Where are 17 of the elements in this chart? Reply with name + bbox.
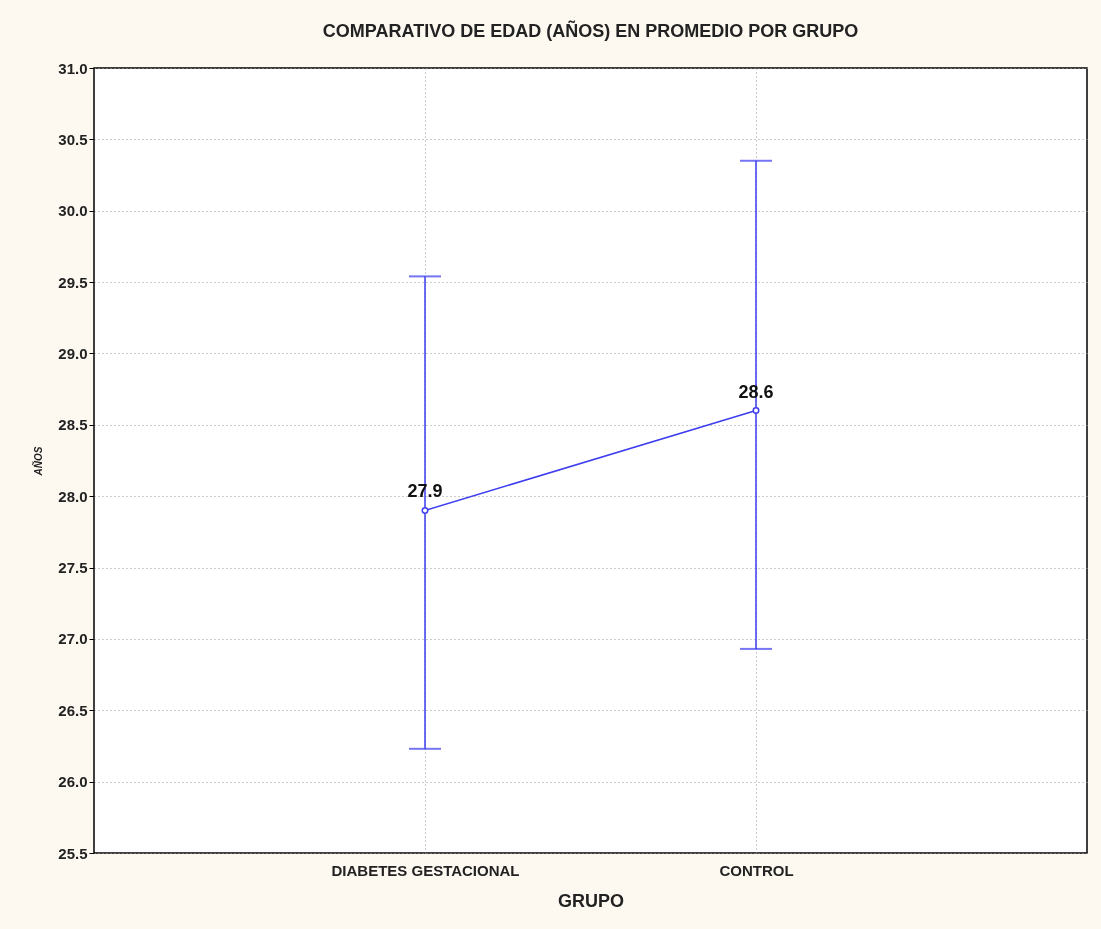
y-tick-label: 27.5 xyxy=(58,559,88,577)
y-tick-label: 26.0 xyxy=(58,773,88,791)
y-tick-label: 28.5 xyxy=(58,416,88,434)
y-tick-label: 27.0 xyxy=(58,630,88,648)
y-axis-title: AÑOS xyxy=(32,446,45,477)
x-tick-label: DIABETES GESTACIONAL xyxy=(331,861,520,879)
y-tick-label: 30.0 xyxy=(58,202,88,220)
y-tick-label: 31.0 xyxy=(58,59,88,77)
y-tick-label: 26.5 xyxy=(58,701,88,719)
y-tick-label: 28.0 xyxy=(58,487,88,505)
y-tick-label: 29.0 xyxy=(58,344,88,362)
y-tick-label: 30.5 xyxy=(58,130,88,148)
x-tick-label: CONTROL xyxy=(719,861,794,879)
y-tick-label: 25.5 xyxy=(58,844,88,862)
chart-title: COMPARATIVO DE EDAD (AÑOS) EN PROMEDIO POR GRUPO xyxy=(322,20,859,41)
x-axis-title: GRUPO xyxy=(557,890,625,911)
y-tick-label: 29.5 xyxy=(58,273,88,291)
